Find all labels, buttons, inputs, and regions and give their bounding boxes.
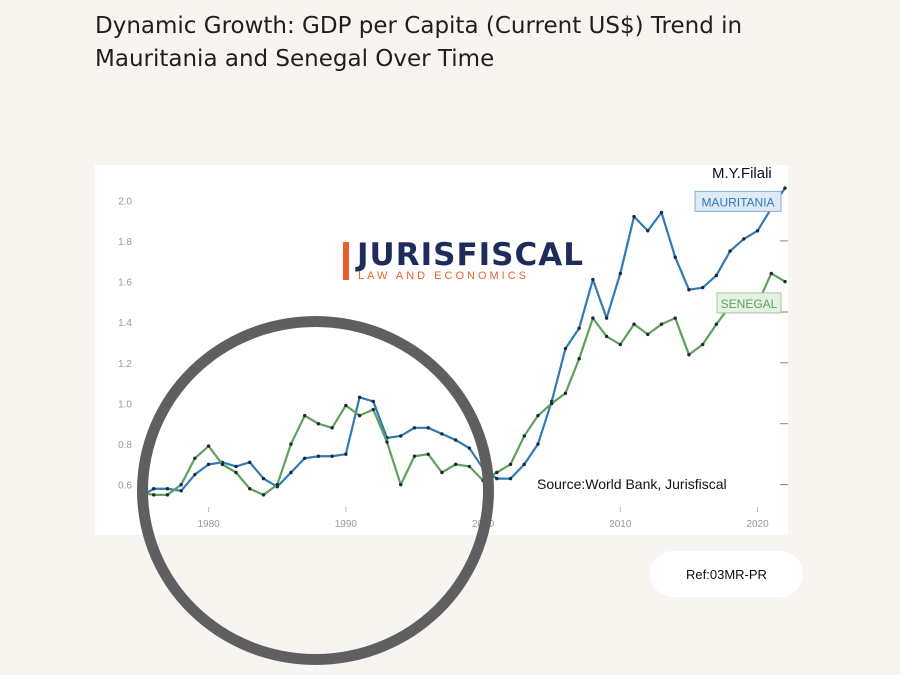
x-tick-label: 2020	[746, 519, 769, 530]
data-point-senegal	[632, 322, 636, 326]
data-point-senegal	[550, 401, 554, 406]
data-point-senegal	[783, 279, 787, 284]
source-note: Source:World Bank, Jurisfiscal	[537, 476, 727, 492]
y-tick-label: 1.6	[118, 278, 132, 289]
series-label-senegal: SENEGAL	[721, 297, 778, 311]
data-point-mauritania	[536, 442, 540, 446]
y-tick-label: 1.0	[118, 399, 132, 410]
data-point-senegal	[508, 462, 513, 467]
data-point-senegal	[604, 334, 609, 339]
series-label-box	[716, 292, 782, 314]
data-point-senegal	[700, 342, 705, 347]
logo-accent-bar	[343, 242, 349, 280]
data-point-senegal	[714, 322, 719, 326]
y-tick-label: 0.8	[118, 440, 132, 451]
data-point-senegal	[659, 322, 664, 326]
data-point-senegal	[591, 316, 595, 320]
data-point-mauritania	[618, 271, 623, 276]
data-point-mauritania	[632, 214, 636, 219]
reference-badge: Ref:03MR-PR	[650, 551, 803, 597]
data-point-mauritania	[783, 186, 787, 190]
data-point-senegal	[769, 271, 773, 276]
data-point-mauritania	[508, 476, 513, 481]
data-point-mauritania	[604, 316, 609, 320]
page-title: Dynamic Growth: GDP per Capita (Current …	[95, 13, 743, 72]
series-label-mauritania: MAURITANIA	[701, 195, 774, 209]
reference-text: Ref:03MR-PR	[686, 566, 767, 582]
data-point-mauritania	[659, 210, 664, 215]
y-tick-label: 0.6	[118, 481, 132, 492]
data-point-mauritania	[646, 229, 650, 233]
data-point-mauritania	[495, 476, 499, 481]
data-point-senegal	[495, 470, 499, 475]
data-point-mauritania	[728, 249, 732, 253]
series-label-box	[694, 190, 782, 212]
data-point-senegal	[673, 316, 677, 320]
data-point-senegal	[563, 391, 568, 395]
data-point-mauritania	[687, 287, 691, 292]
data-point-mauritania	[522, 462, 526, 467]
data-point-senegal	[577, 357, 581, 361]
author-credit: M.Y.Filali	[712, 165, 772, 182]
data-point-senegal	[618, 342, 623, 347]
data-point-mauritania	[563, 346, 568, 351]
data-point-mauritania	[700, 285, 705, 290]
data-point-senegal	[687, 352, 691, 357]
data-point-senegal	[646, 332, 650, 337]
data-point-mauritania	[742, 237, 746, 241]
data-point-senegal	[536, 413, 540, 418]
data-point-mauritania	[577, 326, 581, 330]
data-point-mauritania	[755, 229, 760, 233]
logo-name: JURISFISCAL	[357, 237, 584, 273]
y-tick-label: 2.0	[118, 196, 132, 207]
x-tick-label: 2010	[609, 519, 632, 530]
data-point-mauritania	[714, 273, 719, 278]
y-tick-label: 1.2	[118, 359, 132, 370]
y-tick-label: 1.4	[118, 318, 132, 329]
data-point-mauritania	[591, 277, 595, 282]
data-point-senegal	[522, 434, 526, 438]
data-point-mauritania	[673, 255, 677, 259]
y-tick-label: 1.8	[118, 237, 132, 248]
logo-tagline: LAW AND ECONOMICS	[358, 270, 529, 282]
highlight-circle	[137, 316, 494, 665]
